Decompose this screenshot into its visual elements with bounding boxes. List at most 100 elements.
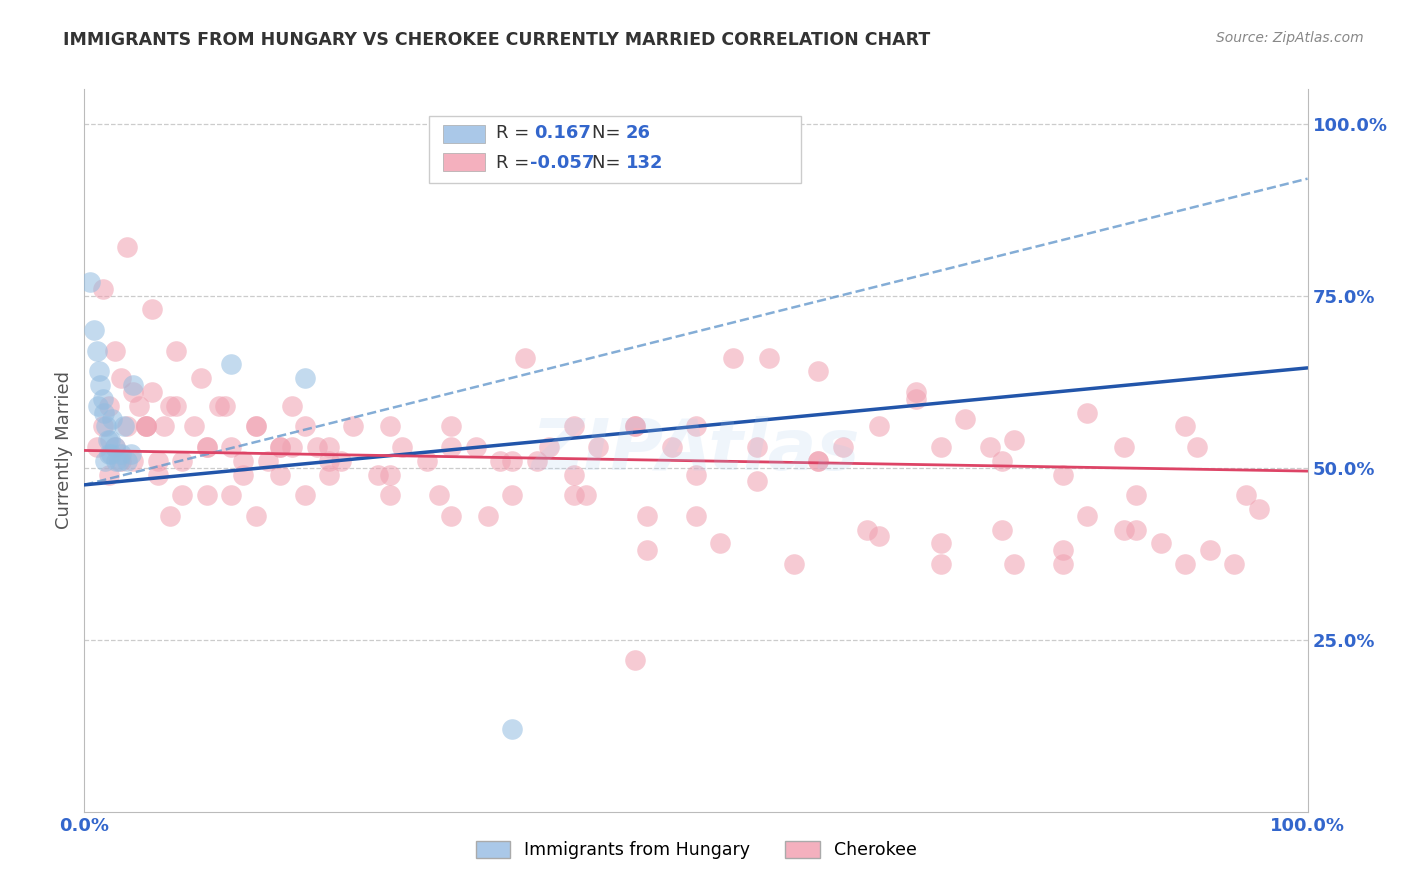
Point [86,343,108,358]
Point [91,282,114,296]
Point [624,419,647,434]
Point [1174,419,1197,434]
Point [294,419,316,434]
Point [135,419,157,434]
Point [101,412,124,426]
Point [367,467,389,482]
Point [219,488,242,502]
Point [380,419,402,434]
Point [502,722,524,736]
Point [110,447,132,461]
Point [86,440,108,454]
Point [122,384,145,399]
Point [440,508,463,523]
Point [165,343,187,358]
Point [305,440,328,454]
Point [440,419,463,434]
Point [159,399,181,413]
Point [93,406,115,420]
Point [929,440,952,454]
Point [807,364,830,378]
Point [586,440,609,454]
Point [94,454,117,468]
Point [245,419,267,434]
Point [135,419,157,434]
Point [477,508,499,523]
Point [159,508,181,523]
Point [513,351,536,365]
Point [294,371,316,385]
Point [110,371,132,385]
Point [96,419,118,434]
Point [135,419,157,434]
Point [89,378,111,392]
Point [1114,440,1136,454]
Point [783,557,806,571]
Point [721,351,744,365]
Point [122,378,145,392]
Point [831,440,853,454]
Point [1187,440,1209,454]
Point [97,433,120,447]
Text: N=: N= [592,124,626,142]
Point [318,467,340,482]
Point [281,440,304,454]
Point [115,419,138,434]
Text: R =: R = [496,154,536,172]
Point [245,508,267,523]
Point [991,454,1014,468]
Point [195,440,218,454]
Point [100,447,122,461]
Point [685,508,707,523]
Point [245,419,267,434]
Point [416,454,439,468]
Point [141,302,163,317]
Text: 132: 132 [626,154,664,172]
Text: R =: R = [496,124,536,142]
Point [562,467,585,482]
Point [105,454,128,468]
Point [562,488,585,502]
Point [636,543,658,558]
Point [856,523,879,537]
Point [146,467,169,482]
Point [685,419,707,434]
Point [146,454,169,468]
Point [1076,406,1098,420]
Point [427,488,450,502]
Point [115,454,138,468]
Text: ZIPAtlas: ZIPAtlas [531,416,860,485]
Point [97,467,120,482]
Point [342,419,364,434]
Point [709,536,731,550]
Point [269,440,291,454]
Point [97,447,120,461]
Point [869,529,891,543]
Point [440,440,463,454]
Point [1236,488,1258,502]
Point [747,475,769,489]
Point [172,488,194,502]
Point [1125,523,1147,537]
Point [929,557,952,571]
Point [97,399,120,413]
Point [330,454,353,468]
Point [104,440,127,454]
Text: 26: 26 [626,124,651,142]
Point [1247,502,1270,516]
Point [575,488,598,502]
Point [257,454,280,468]
Point [380,467,402,482]
Point [104,343,127,358]
Point [464,440,486,454]
Point [624,653,647,667]
Legend: Immigrants from Hungary, Cherokee: Immigrants from Hungary, Cherokee [467,832,925,868]
Text: Source: ZipAtlas.com: Source: ZipAtlas.com [1216,31,1364,45]
Point [122,454,145,468]
Point [685,467,707,482]
Point [489,454,512,468]
Point [929,536,952,550]
Point [502,454,524,468]
Point [979,440,1001,454]
Point [1150,536,1173,550]
